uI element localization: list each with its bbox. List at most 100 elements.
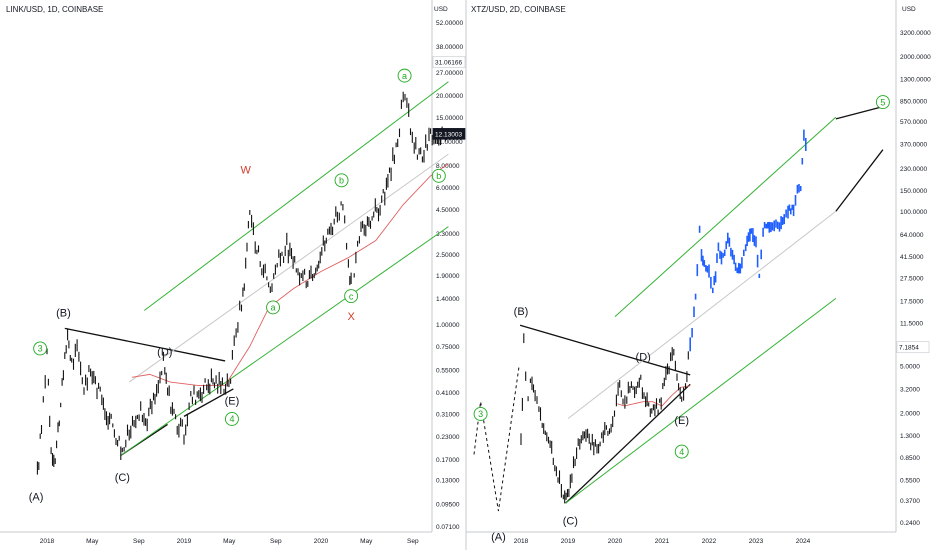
link-price-series <box>36 91 446 475</box>
wave-circle <box>473 407 488 421</box>
wave-label: X <box>347 311 355 323</box>
link-wave-labels: (A) (B) (C) (D) (E) 3 4 a b c a b W X <box>29 68 446 504</box>
y-tick-label: 2.50000 <box>436 252 460 259</box>
y-tick-label: 0.41000 <box>436 390 460 397</box>
link-time-axis[interactable]: 2018 May Sep 2019 May Sep 2020 May Sep <box>40 538 419 545</box>
y-tick-label: 0.09500 <box>436 502 460 509</box>
y-tick-label: 20.00000 <box>436 93 463 100</box>
y-tick-label: 11.5000 <box>900 320 923 327</box>
price-tag-box <box>432 56 466 68</box>
y-tick-label: 1.3000 <box>900 433 920 440</box>
channel-midline[interactable] <box>567 210 837 420</box>
y-tick-label: 15.00000 <box>436 115 463 122</box>
dashed-wave-path <box>473 365 520 512</box>
price-tag-label: 12.13003 <box>435 131 462 138</box>
price-tag-box <box>896 341 930 354</box>
trendline[interactable] <box>64 327 226 362</box>
x-tick-label: 2021 <box>655 538 670 545</box>
wave-label: W <box>240 165 251 177</box>
y-tick-label: 1.40000 <box>436 296 460 303</box>
moving-average-line <box>131 163 449 386</box>
xtz-chart-background <box>466 0 932 550</box>
wave-circle <box>674 444 689 459</box>
y-tick-label: 570.0000 <box>900 119 927 126</box>
wave-label: b <box>339 176 344 186</box>
xtz-time-axis[interactable]: 2018 2019 2020 2021 2022 2023 2024 <box>514 538 811 545</box>
wave-label: a <box>402 71 407 81</box>
wave-circle <box>224 412 239 426</box>
y-tick-label: 0.17000 <box>436 457 460 464</box>
wave-label: 4 <box>679 447 684 457</box>
wave-circle <box>875 95 890 110</box>
y-tick-label: 1.00000 <box>436 322 460 329</box>
x-tick-label: 2020 <box>314 538 329 545</box>
price-tag-label: 7.1854 <box>899 345 919 352</box>
x-tick-label: 2018 <box>514 538 529 545</box>
link-y-unit: USD <box>434 6 448 13</box>
wave-label: 5 <box>880 97 885 107</box>
trendline[interactable] <box>519 324 691 376</box>
y-tick-label: 0.07100 <box>436 524 460 531</box>
y-tick-label: 230.0000 <box>900 166 927 173</box>
y-tick-label: 850.0000 <box>900 98 927 105</box>
xtz-y-unit: USD <box>902 6 916 13</box>
channel-line[interactable] <box>614 116 837 317</box>
xtz-price-series <box>520 129 807 504</box>
trendline[interactable] <box>835 105 884 120</box>
wave-circle <box>266 300 280 315</box>
y-tick-label: 0.3700 <box>900 498 920 505</box>
y-tick-label: 0.55000 <box>436 368 460 375</box>
y-tick-label: 0.2400 <box>900 520 920 527</box>
wave-label: (E) <box>225 395 240 407</box>
link-chart-background <box>0 0 432 550</box>
x-tick-label: 2019 <box>177 538 192 545</box>
xtz-chart-title: XTZ/USD, 2D, COINBASE <box>471 5 566 14</box>
link-chart-pane[interactable]: LINK/USD, 1D, COINBASE USD 52.0000038.00… <box>0 0 466 550</box>
wave-label: (D) <box>636 351 651 363</box>
y-tick-label: 17.5000 <box>900 299 924 306</box>
y-tick-label: 4.50000 <box>436 207 460 214</box>
wave-label: a <box>271 303 276 313</box>
link-chart-title: LINK/USD, 1D, COINBASE <box>6 5 103 14</box>
y-tick-label: 2000.0000 <box>900 54 931 61</box>
wave-label: c <box>349 291 354 301</box>
wave-label: b <box>436 171 441 181</box>
y-tick-label: 0.31000 <box>436 411 460 418</box>
trendline[interactable] <box>565 383 691 504</box>
y-tick-label: 3.2000 <box>900 386 920 393</box>
x-tick-label: May <box>223 538 236 545</box>
wave-circle <box>431 168 446 183</box>
wave-label: (C) <box>115 472 130 484</box>
y-tick-label: 3200.0000 <box>900 30 931 37</box>
x-tick-label: 2022 <box>702 538 717 545</box>
y-tick-label: 0.23000 <box>436 434 460 441</box>
x-tick-label: Sep <box>407 538 419 545</box>
wave-label: 4 <box>229 414 234 424</box>
channel-midline[interactable] <box>128 153 449 383</box>
xtz-wave-labels: (A) (B) (C) (D) (E) 3 4 5 <box>473 95 890 544</box>
x-tick-label: 2024 <box>796 538 811 545</box>
wave-label: 3 <box>38 344 43 354</box>
y-tick-label: 0.8500 <box>900 455 920 462</box>
xtz-chart-pane[interactable]: XTZ/USD, 2D, COINBASE USD 3200.0000 2000.… <box>465 0 932 550</box>
y-tick-label: 100.0000 <box>900 209 927 216</box>
y-tick-label: 0.5500 <box>900 477 920 484</box>
xtz-price-axis[interactable]: 3200.0000 2000.0000 1300.0000 850.0000 570.0… <box>900 30 931 527</box>
y-tick-label: 64.0000 <box>900 232 924 239</box>
x-tick-label: 2023 <box>749 538 764 545</box>
x-tick-label: May <box>86 538 99 545</box>
link-price-axis[interactable]: 52.00000 38.00000 27.00000 20.00000 15.00000… <box>436 20 463 531</box>
y-tick-label: 2.0000 <box>900 411 920 418</box>
channel-line[interactable] <box>565 297 837 504</box>
y-tick-label: 38.00000 <box>436 44 463 51</box>
wave-label: 3 <box>478 409 483 419</box>
wave-circle <box>397 68 412 83</box>
trendline[interactable] <box>835 149 884 212</box>
wave-label: (B) <box>514 306 529 318</box>
y-tick-label: 0.13000 <box>436 478 460 485</box>
wave-label: (E) <box>674 415 689 427</box>
y-tick-label: 0.75000 <box>436 344 460 351</box>
channel-line[interactable] <box>143 81 449 311</box>
x-tick-label: 2020 <box>608 538 623 545</box>
